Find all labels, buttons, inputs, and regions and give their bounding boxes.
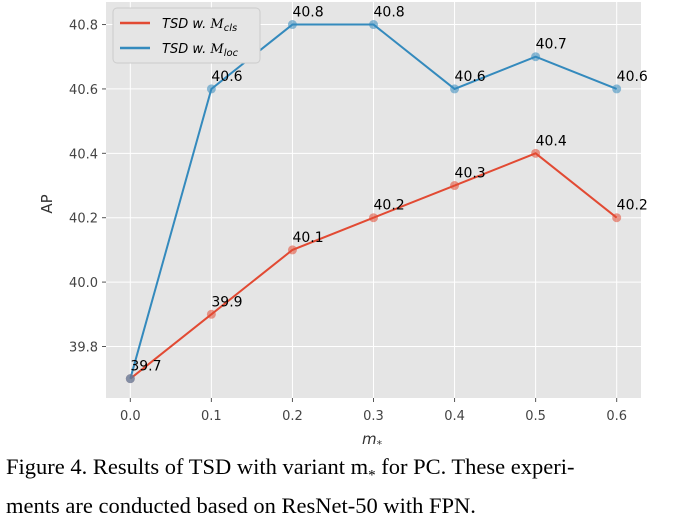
data-point-loc (206, 84, 216, 94)
data-label-cls: 40.4 (536, 133, 567, 149)
x-axis-label: m* (362, 430, 383, 451)
data-label-cls: 40.2 (617, 198, 648, 214)
data-label-loc: 40.6 (455, 69, 486, 85)
data-label-cls: 39.7 (130, 359, 161, 375)
figure-caption: Figure 4. Results of TSD with variant m*… (6, 452, 680, 521)
x-tick-label: 0.2 (282, 409, 303, 424)
y-tick-label: 40.4 (69, 147, 98, 162)
data-label-loc: 40.8 (292, 5, 323, 21)
caption-line-1: Figure 4. Results of TSD with variant m*… (6, 454, 575, 484)
data-point-loc (531, 52, 541, 62)
y-tick-label: 40.6 (69, 83, 98, 98)
data-labels: 39.7 39.9 40.1 40.2 40.3 40.4 40.2 40.6 40.8 40.8… (130, 5, 648, 375)
legend-label-loc: TSD w. Mloc (162, 42, 239, 59)
x-tick-label: 0.5 (525, 409, 546, 424)
data-point-cls (612, 213, 622, 223)
data-point-loc (369, 20, 378, 30)
data-label-cls: 39.9 (211, 294, 242, 310)
series-points (125, 20, 622, 384)
data-label-cls: 40.2 (374, 198, 405, 214)
x-tick-label: 0.6 (606, 409, 627, 424)
legend: TSD w. Mcls TSD w. Mloc (112, 7, 261, 64)
x-tick-label: 0.3 (363, 409, 384, 424)
x-tick-label: 0.0 (120, 409, 141, 424)
data-point-cls (206, 309, 216, 319)
y-tick-label: 39.8 (69, 340, 98, 355)
axis-ticks: 0.0 0.1 0.2 0.3 0.4 0.5 0.6 39.8 40.0 40.2 40.4 40.… (69, 19, 627, 424)
data-point-cls (287, 245, 297, 255)
caption-line-2: ments are conducted based on ResNet-50 w… (6, 492, 476, 518)
y-axis-label: AP (38, 194, 56, 213)
data-point-loc (287, 20, 297, 30)
y-tick-label: 40.0 (69, 276, 98, 291)
x-tick-label: 0.1 (201, 409, 222, 424)
data-point-loc (612, 84, 622, 94)
x-tick-label: 0.4 (444, 409, 465, 424)
data-label-cls: 40.1 (292, 230, 323, 246)
data-label-loc: 40.8 (374, 5, 405, 21)
data-label-cls: 40.3 (455, 166, 486, 182)
data-point-cls (531, 148, 541, 158)
data-label-loc: 40.6 (211, 69, 242, 85)
data-point-loc (125, 374, 135, 384)
data-point-cls (450, 181, 460, 191)
data-label-loc: 40.6 (617, 69, 648, 85)
data-point-cls (369, 213, 378, 223)
line-chart: 0.0 0.1 0.2 0.3 0.4 0.5 0.6 39.8 40.0 40.2 40.4 40.… (38, 2, 648, 451)
y-tick-label: 40.2 (69, 212, 98, 227)
data-point-loc (450, 84, 460, 94)
y-tick-label: 40.8 (69, 19, 98, 34)
data-label-loc: 40.7 (536, 37, 567, 53)
legend-label-cls: TSD w. Mcls (162, 17, 237, 34)
